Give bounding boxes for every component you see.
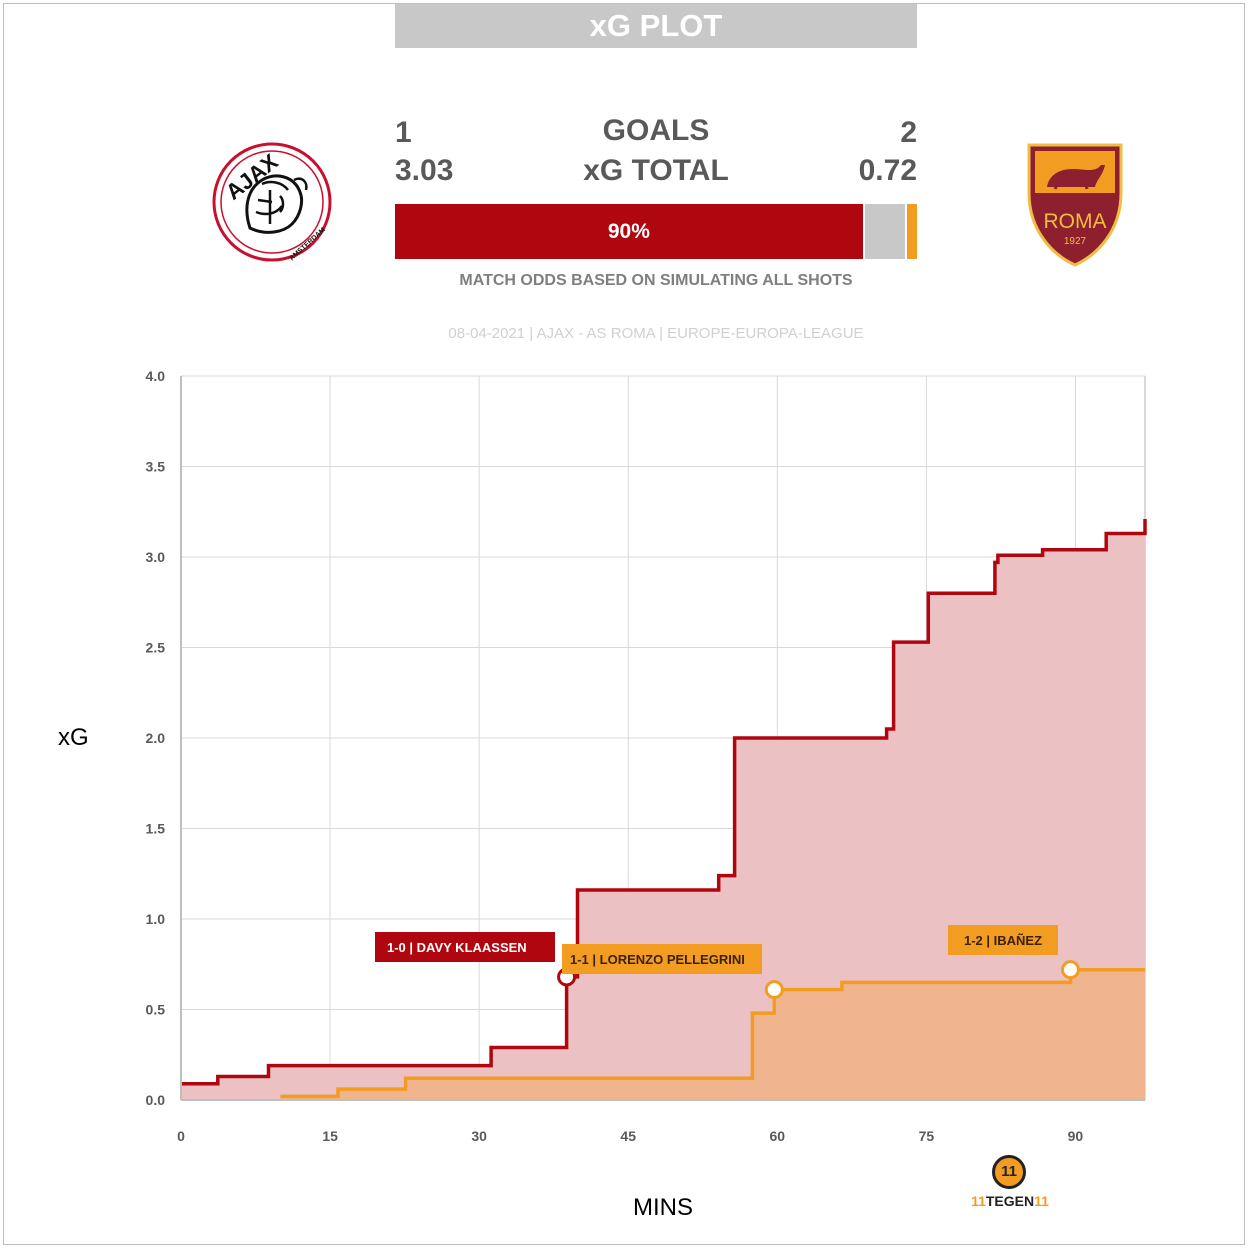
draw-odds-bar: [864, 204, 905, 259]
roma-logo-icon: ROMA 1927: [1027, 143, 1123, 267]
chart-lines: [181, 519, 1147, 1099]
brand-name: TEGEN: [985, 1193, 1035, 1209]
goal-marker: [1060, 960, 1080, 980]
x-tick-label: 15: [322, 1128, 338, 1144]
brand-badge-mark: 11: [1001, 1163, 1017, 1180]
odds-note: MATCH ODDS BASED ON SIMULATING ALL SHOTS: [459, 272, 853, 289]
home-xg-line: [181, 519, 1147, 1086]
chart-ticks: 0.0 0.5 1.0 1.5 2.0 2.5 3.0 3.5 4.0 0 15 30 45 60 75 90: [146, 368, 1084, 1144]
brand-badge-icon: 11: [992, 1155, 1026, 1189]
x-tick-label: 90: [1068, 1128, 1084, 1144]
y-tick-label: 3.0: [146, 549, 166, 565]
y-tick-label: 4.0: [146, 368, 166, 384]
y-tick-label: 1.5: [146, 821, 166, 837]
page-title: xG PLOT: [395, 4, 917, 48]
y-tick-label: 3.5: [146, 459, 166, 475]
x-tick-label: 75: [919, 1128, 935, 1144]
brand-mark-right: 11: [1034, 1193, 1049, 1209]
home-win-odds-label: 90%: [607, 220, 650, 243]
roma-logo-name: ROMA: [1044, 210, 1107, 233]
goal-label: 1-0 | DAVY KLAASSEN: [387, 940, 527, 955]
brand-mark-left: 11: [971, 1193, 986, 1209]
chart-axes: [180, 376, 1145, 1101]
goal-label-box: [375, 932, 555, 962]
goal-markers: 1-0 | DAVY KLAASSEN 1-1 | LORENZO PELLEGR…: [375, 925, 1080, 1000]
home-goals: 1: [395, 116, 412, 149]
goal-label: 1-2 | IBAÑEZ: [964, 933, 1042, 948]
chart-areas: [181, 519, 1145, 1100]
x-tick-label: 30: [471, 1128, 487, 1144]
x-tick-label: 45: [620, 1128, 636, 1144]
y-tick-label: 0.5: [146, 1002, 166, 1018]
y-axis-label: xG: [58, 724, 89, 751]
home-xg-area: [181, 519, 1145, 1100]
xg-total-label: xG TOTAL: [583, 154, 729, 187]
away-xg-line: [280, 967, 1145, 1099]
home-xg-total: 3.03: [395, 154, 454, 187]
x-axis-label: MINS: [633, 1194, 693, 1221]
away-xg-total: 0.72: [858, 154, 917, 187]
ajax-logo-icon: AJAX AMSTERDAM: [212, 142, 332, 262]
goals-label: GOALS: [602, 114, 710, 147]
away-win-odds-bar: [906, 204, 917, 259]
x-tick-label: 60: [769, 1128, 785, 1144]
y-tick-label: 2.5: [146, 640, 166, 656]
match-info: 08-04-2021 | AJAX - AS ROMA | EUROPE-EUR…: [448, 325, 864, 342]
goal-label-box: [948, 925, 1058, 955]
goal-marker: [764, 980, 784, 1000]
goal-label: 1-1 | LORENZO PELLEGRINI: [570, 952, 745, 967]
goal-label-box: [562, 944, 762, 974]
y-tick-label: 1.0: [146, 911, 166, 927]
y-tick-label: 0.0: [146, 1092, 166, 1108]
away-xg-area: [280, 969, 1145, 1100]
roma-logo-year: 1927: [1064, 236, 1087, 247]
x-tick-label: 0: [177, 1128, 185, 1144]
chart-frame: [3, 3, 1245, 1245]
brand-logo: 11 11TEGEN11: [965, 1155, 1055, 1215]
away-goals: 2: [900, 116, 917, 149]
y-tick-label: 2.0: [146, 730, 166, 746]
home-win-odds-bar: 90%: [395, 204, 863, 259]
